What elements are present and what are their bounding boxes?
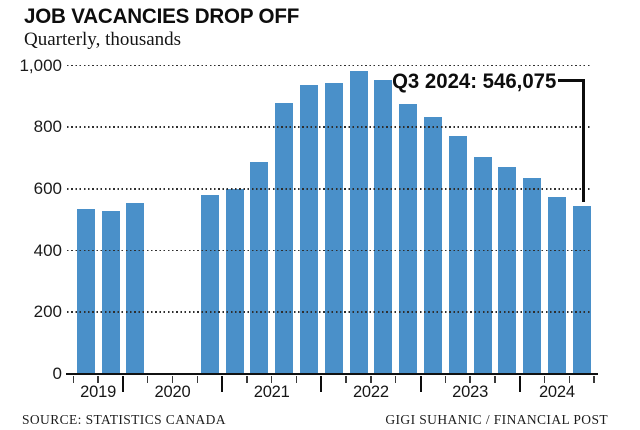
bar-q1-2023 xyxy=(423,117,442,374)
bar-q1-2020 xyxy=(126,202,145,374)
bar-q3-2024 xyxy=(572,205,591,374)
x-axis-label-2021: 2021 xyxy=(253,383,290,401)
x-axis-tick xyxy=(196,376,198,383)
x-axis-tick-year xyxy=(518,376,521,392)
bar-q2-2024 xyxy=(547,197,566,374)
x-axis-tick xyxy=(543,376,546,383)
y-axis-label-200: 200 xyxy=(33,302,62,322)
credit-label: GIGI SUHANIC / FINANCIAL POST xyxy=(385,412,608,427)
y-gridline-400 xyxy=(67,249,590,252)
bar-q3-2022 xyxy=(374,79,393,374)
x-axis-tick xyxy=(568,376,570,383)
chart-title: JOB VACANCIES DROP OFF xyxy=(24,5,300,28)
x-axis-tick xyxy=(444,376,446,383)
bar-q4-2019 xyxy=(101,211,120,374)
x-axis-label-2019: 2019 xyxy=(80,383,117,401)
x-axis-tick xyxy=(147,376,149,383)
annotation-label: Q3 2024: 546,075 xyxy=(391,70,556,93)
bar-q3-2023 xyxy=(473,157,492,374)
x-axis-tick-year xyxy=(320,376,323,392)
x-axis-tick xyxy=(593,376,595,383)
x-axis-tick xyxy=(271,376,273,383)
x-axis-tick xyxy=(295,376,298,383)
bar-q1-2024 xyxy=(523,178,542,374)
bar-q1-2021 xyxy=(225,188,244,374)
annotation-connector-vertical xyxy=(581,79,585,203)
bar-q4-2021 xyxy=(299,84,318,374)
bar-q1-2022 xyxy=(324,82,343,374)
bar-q4-2023 xyxy=(498,167,517,374)
source-label: SOURCE: STATISTICS CANADA xyxy=(22,412,226,427)
x-axis-tick-year xyxy=(121,376,124,392)
bar-q3-2019 xyxy=(76,209,95,374)
x-axis-tick xyxy=(246,376,248,383)
y-gridline-600 xyxy=(67,188,590,190)
bar-q2-2021 xyxy=(250,161,269,374)
bar-q4-2022 xyxy=(399,103,418,374)
y-gridline-1000 xyxy=(67,64,590,67)
chart-subtitle: Quarterly, thousands xyxy=(24,29,182,50)
x-axis-tick xyxy=(345,376,347,383)
x-axis-tick xyxy=(395,376,397,383)
x-axis-label-2020: 2020 xyxy=(154,383,191,401)
y-gridline-200 xyxy=(67,311,590,314)
x-axis-tick-year xyxy=(419,376,422,392)
y-gridline-800 xyxy=(67,126,590,128)
y-axis-label-0: 0 xyxy=(52,364,62,383)
y-axis-label-1000: 1,000 xyxy=(19,55,62,75)
x-axis-line xyxy=(66,372,598,376)
bar-q3-2021 xyxy=(275,102,294,374)
bar-q2-2022 xyxy=(349,70,368,374)
x-axis-tick xyxy=(171,376,174,383)
y-axis-label-400: 400 xyxy=(33,240,62,260)
x-axis-label-2022: 2022 xyxy=(352,383,389,401)
y-axis-label-600: 600 xyxy=(33,178,62,198)
x-axis-tick xyxy=(370,376,372,383)
x-axis-label-2024: 2024 xyxy=(538,383,575,401)
x-axis-tick xyxy=(494,376,496,383)
x-axis-tick xyxy=(72,376,74,383)
bar-q4-2020 xyxy=(200,195,219,374)
x-axis-tick xyxy=(97,376,99,383)
x-axis-tick-year xyxy=(221,376,224,392)
y-axis-label-800: 800 xyxy=(33,117,62,137)
bar-q2-2023 xyxy=(448,135,467,374)
x-axis-tick xyxy=(469,376,471,383)
x-axis-label-2023: 2023 xyxy=(452,383,489,401)
annotation-connector-horizontal xyxy=(558,79,585,83)
